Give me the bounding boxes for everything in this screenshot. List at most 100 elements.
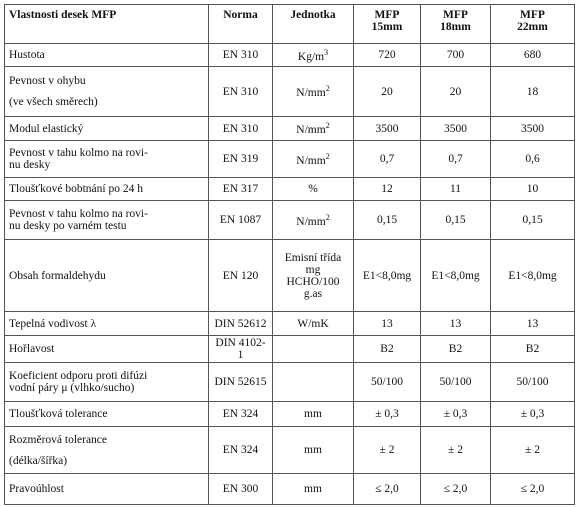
unit-cell: mm <box>272 473 354 505</box>
header-text: Norma <box>223 9 258 21</box>
value-cell: ± 2 <box>353 426 421 474</box>
property-text: Obsah formaldehydu <box>9 269 106 282</box>
property-cell: Koeficient odporu proti difúzi vodní páry… <box>4 362 209 402</box>
unit-text: N/mm2 <box>296 212 330 228</box>
value-cell: 3500 <box>490 116 575 141</box>
norm-cell: DIN 52615 <box>208 362 273 402</box>
table-row: Tloušťková tolerance EN 324 mm ± 0,3 ± 0,3 ± … <box>4 401 575 427</box>
unit-text: Emisní třída <box>284 251 342 264</box>
value-cell: 680 <box>490 43 575 67</box>
value-cell: B2 <box>490 335 575 363</box>
property-cell: Pravoúhlost <box>4 473 209 505</box>
header-text: 22mm <box>517 21 548 33</box>
unit-text: mg <box>305 263 321 276</box>
header-text: Vlastnosti desek MFP <box>9 9 117 21</box>
value-cell: 0,7 <box>353 140 421 178</box>
unit-cell: % <box>272 177 354 201</box>
value-cell: E1<8,0mg <box>420 239 491 312</box>
header-cell: MFP 22mm <box>490 4 575 44</box>
unit-cell: mm <box>272 401 354 427</box>
unit-cell <box>272 335 354 363</box>
table-row: Pevnost v tahu kolmo na rovi-nu desky EN … <box>4 140 575 178</box>
value-cell: 18 <box>490 66 575 117</box>
unit-text: N/mm2 <box>296 121 330 136</box>
value-cell: B2 <box>353 335 421 363</box>
property-text: Pevnost v tahu kolmo na rovi- <box>9 208 148 220</box>
unit-text: W/mK <box>297 317 329 330</box>
value-cell: 0,7 <box>420 140 491 178</box>
value-cell: 700 <box>420 43 491 67</box>
norm-cell: EN 1087 <box>208 200 273 240</box>
header-row: Vlastnosti desek MFP Norma Jednotka MFP 15mm… <box>4 4 575 44</box>
value-cell: ± 2 <box>420 426 491 474</box>
header-text: Jednotka <box>290 9 336 21</box>
table-row: Pevnost v tahu kolmo na rovi-nu desky po… <box>4 200 575 240</box>
value-cell: 0,6 <box>490 140 575 178</box>
header-text: MFP <box>520 9 545 21</box>
value-cell: 13 <box>353 311 421 336</box>
property-text: Pravoúhlost <box>9 483 64 495</box>
unit-exponent: 2 <box>325 121 330 131</box>
unit-cell: N/mm2 <box>272 66 354 117</box>
unit-text: mm <box>304 408 322 420</box>
norm-cell: EN 120 <box>208 239 273 312</box>
header-cell: MFP 15mm <box>353 4 421 44</box>
norm-cell: EN 310 <box>208 43 273 67</box>
value-cell: E1<8,0mg <box>490 239 575 312</box>
value-cell: ± 0,3 <box>420 401 491 427</box>
unit-text: N/mm2 <box>296 84 330 99</box>
header-text: 18mm <box>440 21 471 33</box>
norm-cell: DIN 52612 <box>208 311 273 336</box>
table-row: Hořlavost DIN 4102-1 B2 B2 B2 <box>4 335 575 363</box>
value-cell: 20 <box>420 66 491 117</box>
unit-text: mm <box>304 444 322 456</box>
property-cell: Tloušťkové bobtnání po 24 h <box>4 177 209 201</box>
value-cell: 50/100 <box>420 362 491 402</box>
unit-text: Kg/m3 <box>297 47 329 63</box>
value-cell: 0,15 <box>420 200 491 240</box>
header-text: 15mm <box>371 21 403 33</box>
property-text: Rozměrová tolerance <box>9 433 108 446</box>
property-cell: Pevnost v ohybu (ve všech směrech) <box>4 66 209 117</box>
property-text: Pevnost v tahu kolmo na rovi- <box>9 147 148 159</box>
norm-cell: EN 300 <box>208 473 273 505</box>
unit-cell: W/mK <box>272 311 354 336</box>
property-text: Tloušťkové bobtnání po 24 h <box>9 183 143 195</box>
header-text: MFP <box>374 9 400 21</box>
property-text: (délka/šířka) <box>9 454 68 467</box>
property-cell: Modul elastický <box>4 116 209 141</box>
value-cell: 3500 <box>420 116 491 141</box>
value-cell: 20 <box>353 66 421 117</box>
unit-cell: mm <box>272 426 354 474</box>
value-cell: B2 <box>420 335 491 363</box>
value-cell: 0,15 <box>353 200 421 240</box>
unit-text: HCHO/100 <box>286 275 340 288</box>
unit-exponent: 2 <box>325 212 330 222</box>
property-text: (ve všech směrech) <box>9 96 98 108</box>
property-cell: Hustota <box>4 43 209 67</box>
norm-cell: DIN 4102-1 <box>208 335 273 363</box>
norm-cell: EN 317 <box>208 177 273 201</box>
header-cell: Vlastnosti desek MFP <box>4 4 209 44</box>
norm-cell: EN 310 <box>208 116 273 141</box>
value-cell: 720 <box>353 43 421 67</box>
table-row: Modul elastický EN 310 N/mm2 3500 3500 3500 <box>4 116 575 141</box>
properties-table: Vlastnosti desek MFP Norma Jednotka MFP 15mm… <box>4 4 575 505</box>
header-text: MFP <box>443 9 468 21</box>
table-row: Tloušťkové bobtnání po 24 h EN 317% 12 11 10 <box>4 177 575 201</box>
property-text: Hořlavost <box>9 343 55 355</box>
property-cell: Rozměrová tolerance (délka/šířka) <box>4 426 209 474</box>
unit-cell <box>272 362 354 402</box>
table-row: Tepelná vodivost λ DIN 52612 W/mK 13 13 13 <box>4 311 575 336</box>
unit-exponent: 2 <box>325 84 330 94</box>
value-cell: 0,15 <box>490 200 575 240</box>
value-cell: ± 0,3 <box>490 401 575 427</box>
unit-cell: N/mm2 <box>272 200 354 240</box>
value-cell: 3500 <box>353 116 421 141</box>
property-cell: Tloušťková tolerance <box>4 401 209 427</box>
norm-cell: EN 319 <box>208 140 273 178</box>
value-cell: 11 <box>420 177 491 201</box>
property-text: Modul elastický <box>9 122 84 135</box>
property-text: Tloušťková tolerance <box>9 408 108 420</box>
property-text: Hustota <box>9 49 45 61</box>
